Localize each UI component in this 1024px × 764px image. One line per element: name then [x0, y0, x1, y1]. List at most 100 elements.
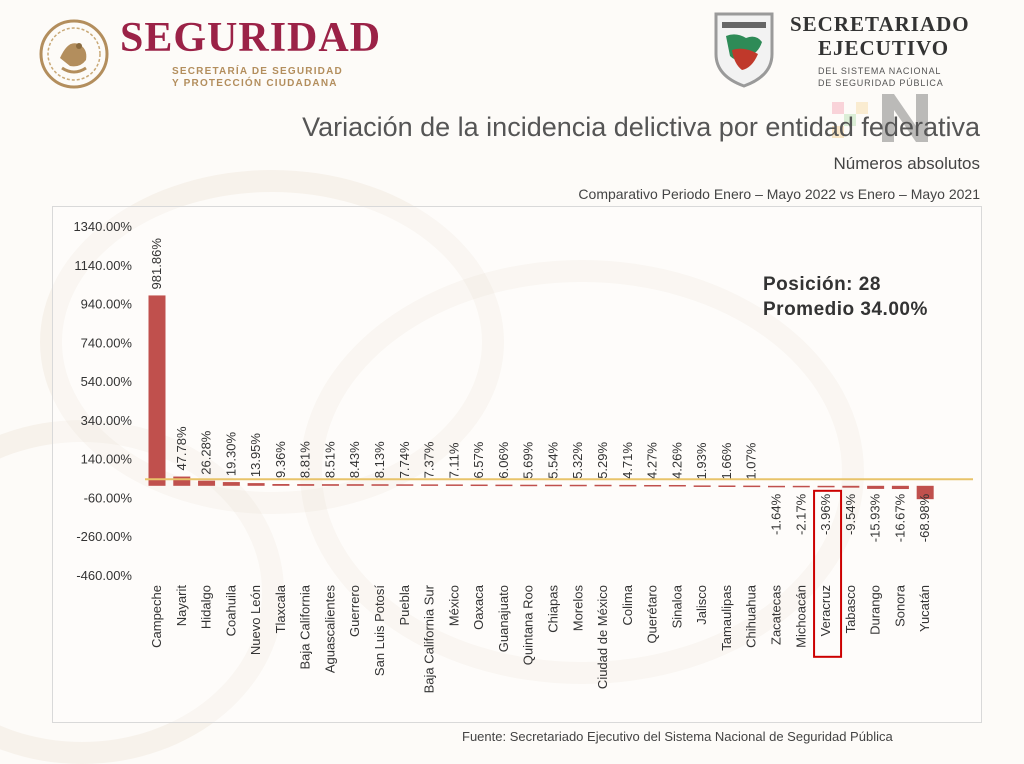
data-label: -15.93% — [868, 493, 883, 542]
x-tick-label: Sonora — [892, 584, 907, 627]
data-label: 1.66% — [719, 442, 734, 479]
x-tick-label: Baja California — [298, 584, 313, 669]
y-tick-label: 940.00% — [81, 297, 133, 312]
bar — [768, 485, 785, 488]
data-label: 7.37% — [422, 441, 437, 478]
secretariado-title-2: EJECUTIVO — [818, 36, 950, 60]
secretariado-title-1: SECRETARIADO — [790, 12, 970, 36]
x-tick-label: Michoacán — [793, 585, 808, 648]
data-label: 7.74% — [397, 441, 412, 478]
bar — [445, 484, 463, 486]
x-tick-label: Oaxaca — [471, 584, 486, 630]
data-label: 5.54% — [545, 441, 560, 478]
data-label: 4.27% — [645, 442, 660, 479]
y-tick-label: 1140.00% — [74, 258, 132, 273]
bar — [222, 482, 240, 486]
x-tick-label: Morelos — [570, 585, 585, 632]
bar — [792, 485, 810, 488]
seguridad-subtitle-2: Y PROTECCIÓN CIUDADANA — [172, 78, 338, 89]
x-tick-label: Tabasco — [843, 585, 858, 633]
y-tick-label: 140.00% — [81, 452, 133, 467]
data-label: 6.57% — [471, 441, 486, 478]
secretariado-shield-icon — [714, 12, 774, 88]
x-tick-label: Nayarit — [174, 585, 189, 627]
seguridad-brand: SEGURIDAD — [120, 15, 382, 61]
bar — [148, 295, 166, 486]
data-label: 981.86% — [149, 238, 164, 290]
bar — [321, 484, 339, 486]
data-label: 8.81% — [298, 441, 313, 478]
chart-period: Comparativo Periodo Enero – Mayo 2022 vs… — [578, 186, 980, 202]
bar — [544, 484, 562, 487]
secretariado-subtitle-2: DE SEGURIDAD PÚBLICA — [818, 78, 944, 88]
bar — [619, 484, 637, 487]
bar — [718, 485, 736, 487]
bar — [867, 485, 885, 489]
bar — [842, 485, 860, 488]
bar — [668, 484, 686, 487]
x-tick-label: Sinaloa — [669, 584, 684, 628]
x-tick-label: Chiapas — [545, 585, 560, 633]
x-tick-label: Ciudad de México — [595, 585, 610, 689]
data-label: 1.07% — [744, 442, 759, 479]
x-tick-label: Colima — [620, 584, 635, 625]
y-tick-label: 740.00% — [81, 335, 133, 350]
x-tick-label: Jalisco — [694, 585, 709, 625]
data-label: 47.78% — [174, 426, 189, 471]
data-label: 8.51% — [322, 441, 337, 478]
bar — [569, 484, 587, 487]
data-label: 5.29% — [595, 441, 610, 478]
chart-title: Variación de la incidencia delictiva por… — [302, 112, 980, 142]
y-tick-label: 340.00% — [81, 413, 133, 428]
x-tick-label: Zacatecas — [769, 585, 784, 645]
x-tick-label: Baja California Sur — [422, 584, 437, 693]
bar — [644, 484, 662, 487]
x-tick-label: San Luis Potosí — [372, 585, 387, 676]
x-tick-label: Puebla — [397, 584, 412, 625]
y-tick-label: -60.00% — [84, 490, 133, 505]
highlight-box — [813, 489, 843, 658]
data-label: 4.26% — [669, 442, 684, 479]
x-tick-label: Guerrero — [347, 585, 362, 637]
data-label: 5.32% — [570, 441, 585, 478]
bar — [743, 485, 761, 488]
y-tick-label: 540.00% — [81, 374, 133, 389]
x-tick-label: Durango — [868, 585, 883, 635]
y-tick-label: 1340.00% — [73, 219, 132, 234]
mexican-coat-of-arms-icon — [39, 19, 109, 89]
data-label: -9.54% — [843, 493, 858, 535]
x-tick-label: Aguascalientes — [322, 585, 337, 674]
bar — [520, 484, 538, 487]
secretariado-subtitle-1: DEL SISTEMA NACIONAL — [818, 66, 942, 76]
data-label: 8.13% — [372, 441, 387, 478]
bar — [916, 485, 934, 500]
data-label: 26.28% — [199, 430, 214, 475]
x-tick-label: Chihuahua — [744, 584, 759, 648]
data-label: 4.71% — [620, 442, 635, 479]
bar — [297, 484, 315, 486]
average-note: Promedio 34.00% — [763, 299, 928, 320]
y-tick-label: -460.00% — [76, 568, 132, 583]
data-label: -2.17% — [793, 493, 808, 535]
x-tick-label: Campeche — [149, 585, 164, 648]
data-label: -16.67% — [892, 493, 907, 542]
x-tick-label: Tlaxcala — [273, 584, 288, 633]
x-tick-label: Nuevo León — [248, 585, 263, 655]
x-tick-label: Querétaro — [645, 585, 660, 644]
x-tick-label: Guanajuato — [496, 585, 511, 652]
bar — [470, 484, 488, 487]
bar — [495, 484, 513, 487]
x-tick-label: Coahuila — [223, 584, 238, 636]
data-label: 7.11% — [446, 442, 461, 478]
x-tick-label: México — [446, 585, 461, 626]
bar — [891, 485, 909, 490]
data-label: -1.64% — [769, 493, 784, 535]
data-label: 9.36% — [273, 441, 288, 478]
data-label: -68.98% — [917, 493, 932, 542]
data-label: 5.69% — [521, 441, 536, 478]
x-tick-label: Veracruz — [818, 585, 833, 636]
x-tick-label: Quintana Roo — [521, 585, 536, 665]
source-note: Fuente: Secretariado Ejecutivo del Siste… — [462, 729, 893, 744]
bar — [817, 485, 835, 488]
bar — [421, 484, 439, 486]
